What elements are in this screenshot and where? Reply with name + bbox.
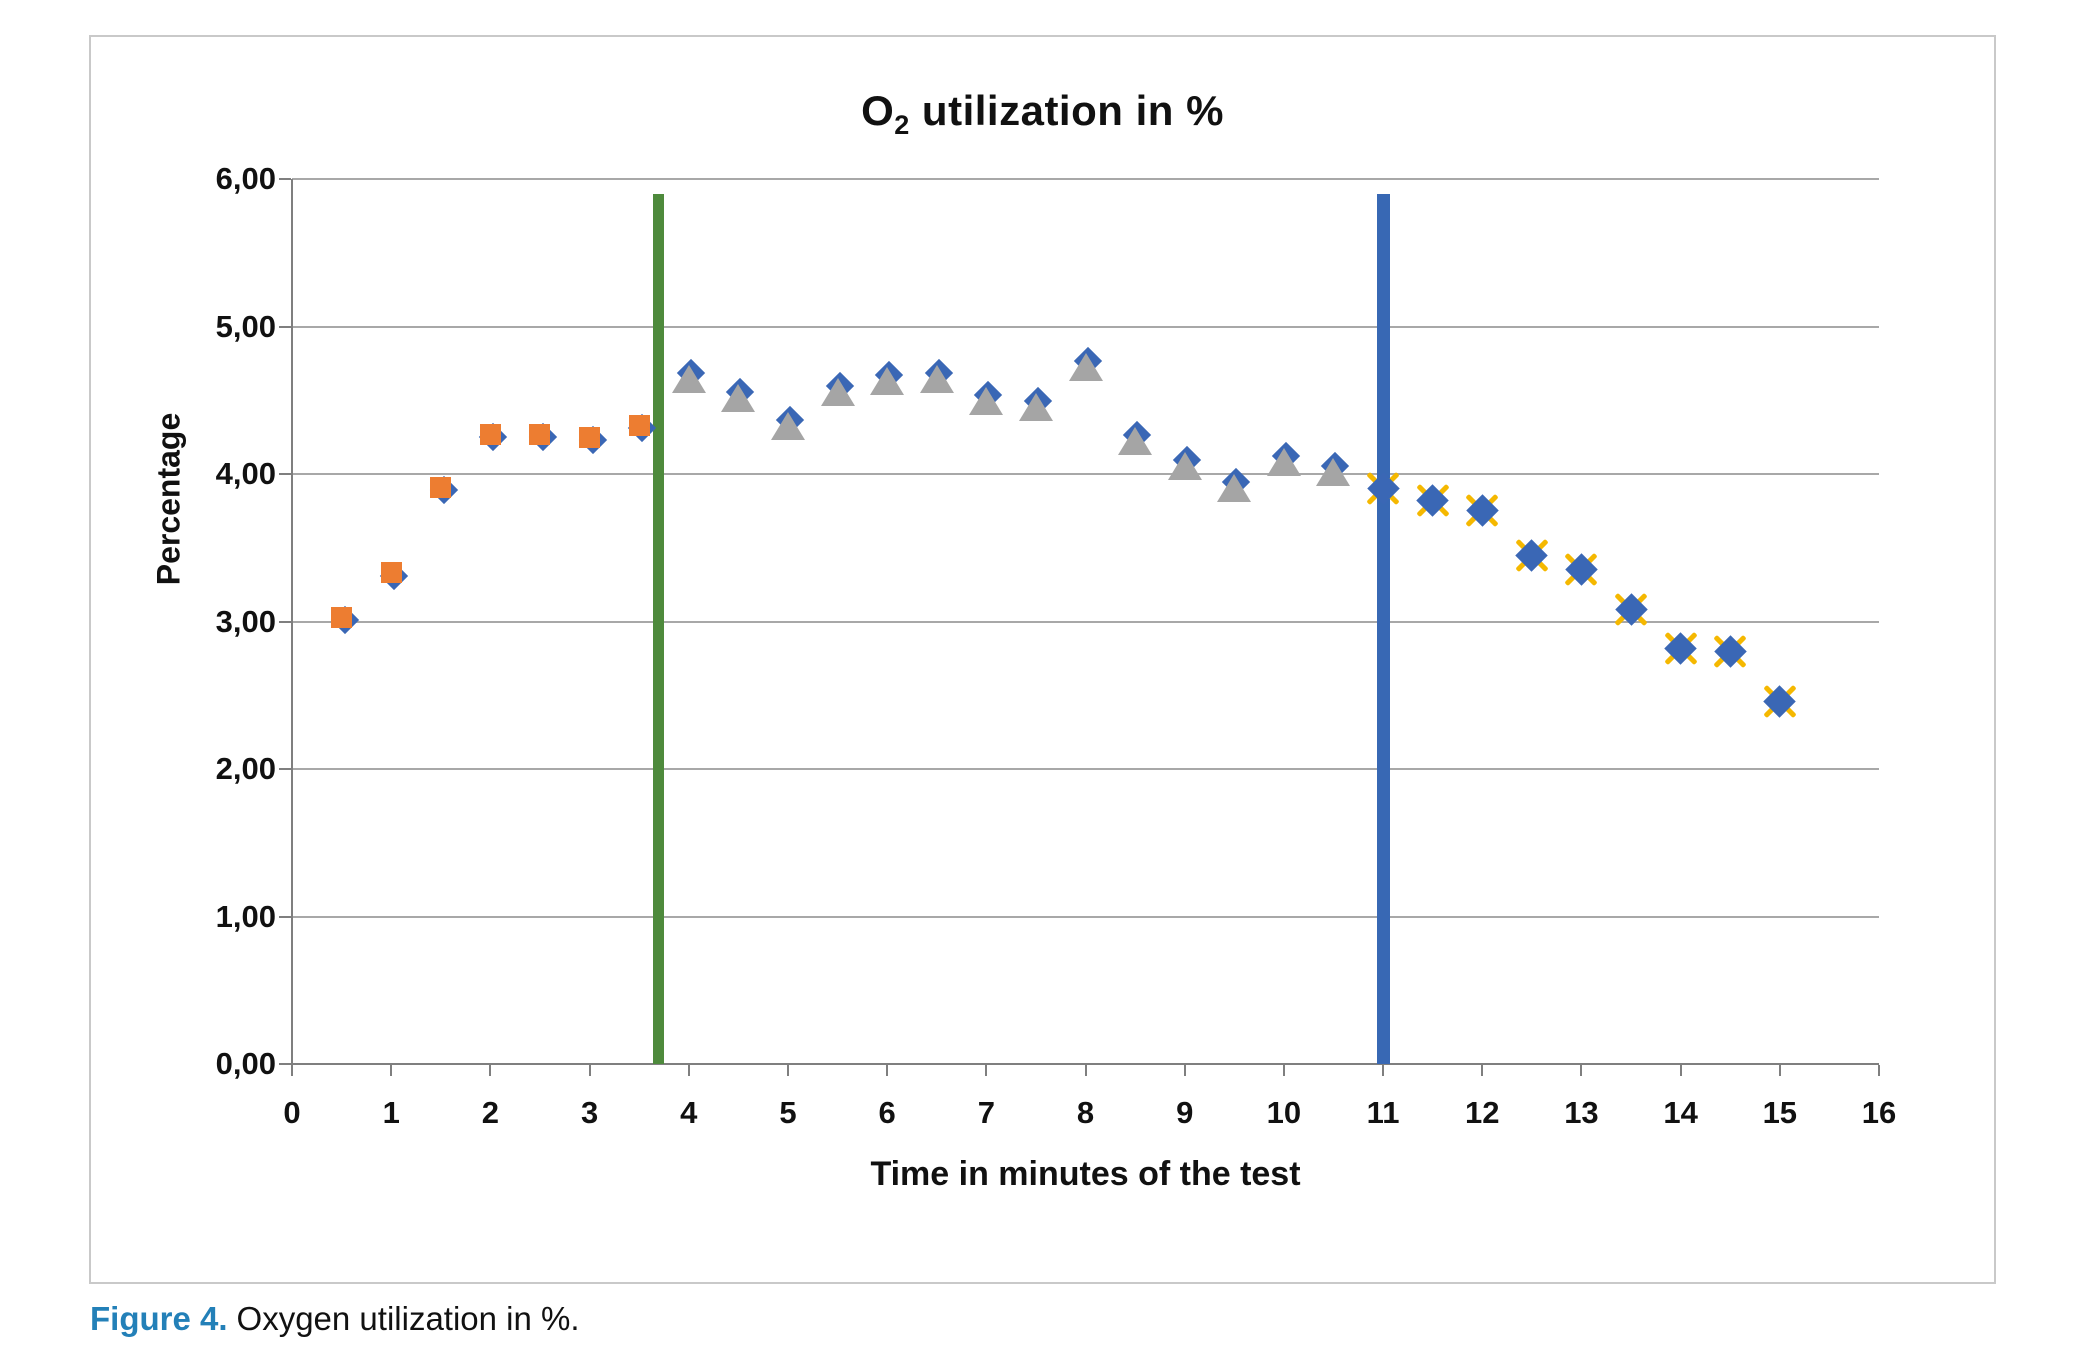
gray-triangle-marker: [1118, 427, 1153, 456]
gray-triangle-marker: [969, 387, 1004, 416]
x-tick-label: 11: [1366, 1095, 1400, 1130]
gridline-y-3: [292, 620, 1879, 623]
gray-triangle-marker: [1068, 353, 1103, 382]
gray-triangle-marker: [1316, 458, 1351, 487]
x-axis-tick: [1481, 1065, 1484, 1076]
x-tick-label: 1: [382, 1095, 400, 1130]
x-tick-label: 15: [1762, 1095, 1798, 1130]
gray-triangle-marker: [671, 365, 706, 394]
gridline-y-4: [292, 473, 1879, 475]
chart-card: O2 utilization in % Percentage 0,00 1,00 2…: [89, 35, 1996, 1284]
x-tick-label: 0: [283, 1095, 301, 1130]
x-tick-label: 16: [1861, 1095, 1897, 1130]
figure-caption-label: Figure 4.: [90, 1300, 228, 1337]
figure-caption: Figure 4. Oxygen utilization in %.: [90, 1300, 580, 1338]
gray-triangle-marker: [721, 384, 756, 413]
figure-caption-text: Oxygen utilization in %.: [236, 1300, 580, 1337]
orange-square-marker: [628, 414, 650, 436]
y-axis-tick: [279, 768, 291, 770]
gridline-y-6: [292, 178, 1879, 180]
chart-title-suffix: utilization in %: [909, 87, 1224, 134]
x-axis-tick: [1878, 1065, 1880, 1076]
y-tick-label: 1,00: [215, 898, 276, 934]
y-axis-line: [291, 179, 293, 1065]
x-tick-label: 10: [1266, 1095, 1302, 1130]
x-axis-tick: [1580, 1065, 1583, 1076]
x-axis-tick: [489, 1065, 492, 1076]
y-axis-tick: [279, 1063, 291, 1065]
x-axis-tick: [1084, 1065, 1087, 1076]
x-axis-tick: [1778, 1065, 1781, 1076]
plot-area: [279, 178, 1880, 1076]
gray-triangle-marker: [820, 378, 855, 407]
orange-square-marker: [479, 423, 501, 445]
orange-square-marker: [579, 426, 601, 448]
gray-triangle-marker: [1217, 474, 1252, 503]
x-axis-tick: [588, 1065, 591, 1076]
x-tick-label: 14: [1663, 1095, 1698, 1130]
gray-triangle-marker: [1018, 393, 1053, 422]
y-tick-label: 2,00: [215, 751, 276, 786]
x-axis-tick: [390, 1065, 393, 1076]
gray-triangle-marker: [1266, 447, 1301, 476]
y-tick-label: 4,00: [215, 456, 276, 491]
x-axis-tick: [1382, 1065, 1385, 1076]
x-tick-label: 12: [1465, 1095, 1500, 1130]
x-axis-tick: [291, 1065, 293, 1076]
chart-title-prefix: O: [861, 87, 895, 134]
x-axis-title: Time in minutes of the test: [870, 1155, 1301, 1193]
x-axis-tick: [1183, 1065, 1186, 1076]
x-axis-tick: [886, 1065, 889, 1076]
chart-title: O2 utilization in %: [91, 87, 1994, 141]
x-tick-label: 13: [1564, 1095, 1599, 1130]
x-tick-label: 2: [481, 1095, 499, 1130]
y-axis-tick: [279, 620, 291, 623]
y-tick-label: 0,00: [215, 1046, 276, 1081]
x-tick-label: 7: [977, 1095, 995, 1130]
x-tick-label: 3: [580, 1095, 599, 1130]
x-tick-label: 6: [878, 1095, 896, 1130]
y-tick-label: 3,00: [215, 603, 276, 639]
x-axis-line: [292, 1063, 1879, 1065]
gray-triangle-marker: [870, 366, 905, 395]
x-axis-tick: [786, 1065, 789, 1076]
y-tick-label: 6,00: [215, 161, 276, 196]
x-tick-label: 5: [779, 1095, 797, 1130]
x-axis-tick: [687, 1065, 690, 1076]
x-tick-label: 8: [1076, 1095, 1095, 1130]
gridline-y-1: [292, 915, 1879, 918]
y-axis-title: Percentage: [150, 412, 187, 586]
gray-triangle-marker: [770, 412, 805, 441]
gridline-y-5: [292, 325, 1879, 328]
x-axis-tick: [985, 1065, 988, 1076]
x-tick-label: 4: [680, 1095, 698, 1130]
x-axis-tick: [1679, 1065, 1682, 1076]
vline-blue-marker-line: [1376, 193, 1390, 1064]
y-axis-tick: [279, 473, 291, 475]
gray-triangle-marker: [1167, 452, 1202, 481]
gridline-y-2: [292, 768, 1879, 770]
y-axis-tick: [279, 178, 291, 180]
y-tick-label: 5,00: [215, 308, 276, 344]
vline-green-marker-line: [653, 193, 665, 1064]
gray-triangle-marker: [919, 365, 954, 394]
orange-square-marker: [529, 423, 551, 445]
x-tick-label: 9: [1176, 1095, 1194, 1130]
orange-square-marker: [430, 476, 452, 498]
x-axis-tick: [1282, 1065, 1285, 1076]
orange-square-marker: [331, 606, 353, 628]
y-axis-tick: [279, 915, 291, 918]
orange-square-marker: [380, 562, 402, 584]
chart-title-subscript: 2: [894, 110, 910, 140]
y-axis-tick: [279, 325, 291, 328]
